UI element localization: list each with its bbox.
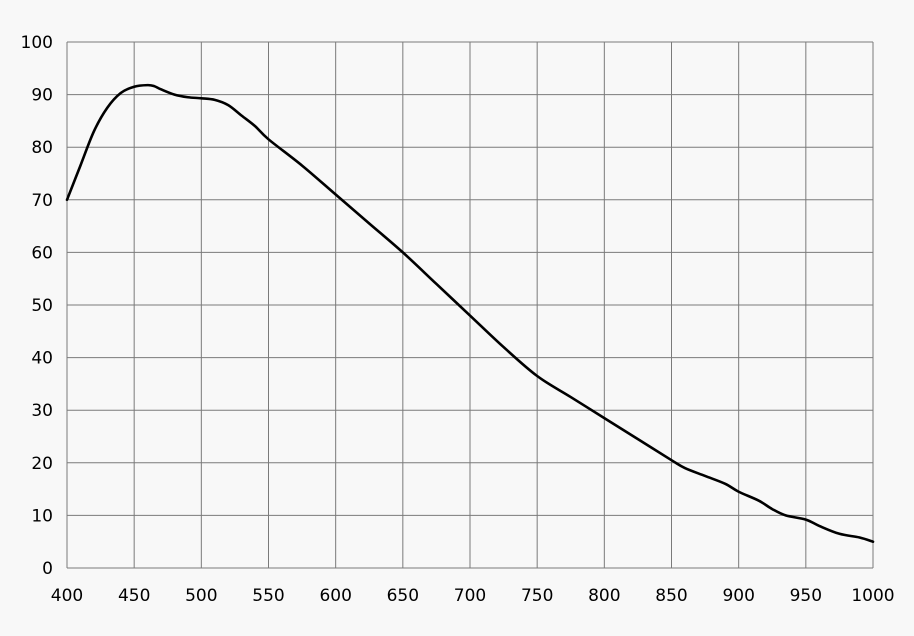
series-layer [65,83,875,543]
x-tick-label: 550 [252,586,284,606]
x-tick-label: 650 [387,586,419,606]
y-tick-label: 60 [31,243,53,263]
axis-layer: 400 450 500 550 600 650 700 750 800 850 900 950 1000… [21,33,895,606]
x-tick-label: 400 [51,586,83,606]
x-tick-label: 500 [185,586,217,606]
series-line [65,83,875,543]
y-tick-label: 70 [31,191,53,211]
x-tick-label: 950 [790,586,822,606]
x-tick-label: 600 [319,586,351,606]
y-tick-label: 10 [31,506,53,526]
y-tick-label: 90 [31,86,53,106]
y-tick-label: 40 [31,349,53,369]
x-tick-label: 1000 [851,586,894,606]
x-tick-label: 450 [118,586,150,606]
y-tick-label: 80 [31,138,53,158]
y-tick-label: 50 [31,296,53,316]
y-tick-label: 100 [21,33,53,53]
y-tick-label: 20 [31,454,53,474]
grid-layer [66,41,874,569]
x-tick-label: 750 [521,586,553,606]
y-tick-label: 0 [42,559,53,579]
x-tick-label: 800 [588,586,620,606]
x-tick-label: 900 [722,586,754,606]
x-tick-label: 850 [655,586,687,606]
y-tick-label: 30 [31,401,53,421]
x-tick-label: 700 [454,586,486,606]
